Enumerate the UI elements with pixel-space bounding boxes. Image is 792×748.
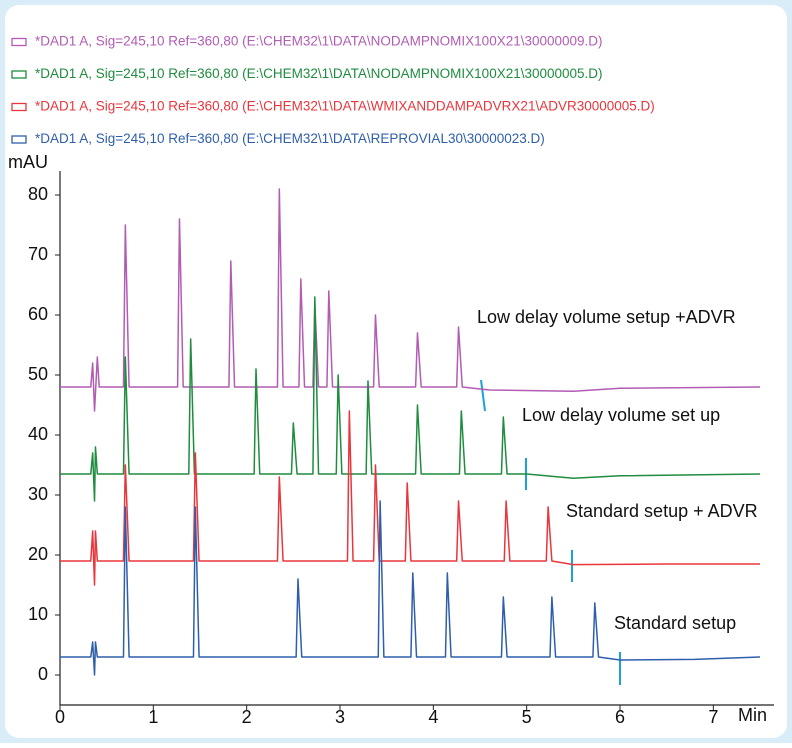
legend-label: *DAD1 A, Sig=245,10 Ref=360,80 (E:\CHEM3… [35, 34, 603, 49]
legend-swatch [11, 37, 27, 47]
annotation: Standard setup [614, 613, 736, 633]
x-tick-label: 2 [242, 707, 252, 727]
x-tick-label: 6 [615, 707, 625, 727]
y-axis-label: mAU [8, 152, 48, 172]
y-tick-label: 20 [28, 544, 48, 564]
legend-label: *DAD1 A, Sig=245,10 Ref=360,80 (E:\CHEM3… [35, 131, 545, 146]
y-tick-label: 10 [28, 604, 48, 624]
annotation: Standard setup + ADVR [566, 501, 758, 521]
end-marker [480, 379, 486, 412]
y-tick-label: 70 [28, 244, 48, 264]
legend-label: *DAD1 A, Sig=245,10 Ref=360,80 (E:\CHEM3… [35, 66, 603, 81]
panel [5, 5, 787, 738]
y-tick-label: 50 [28, 364, 48, 384]
x-tick-label: 3 [335, 707, 345, 727]
y-tick-label: 80 [28, 184, 48, 204]
x-tick-label: 1 [148, 707, 158, 727]
x-tick-label: 0 [55, 707, 65, 727]
x-axis-label: Min [738, 705, 767, 725]
x-tick-label: 7 [708, 707, 718, 727]
y-tick-label: 0 [38, 664, 48, 684]
y-tick-label: 60 [28, 304, 48, 324]
x-tick-label: 5 [522, 707, 532, 727]
legend-label: *DAD1 A, Sig=245,10 Ref=360,80 (E:\CHEM3… [35, 99, 655, 114]
x-tick-label: 4 [428, 707, 438, 727]
y-tick-label: 40 [28, 424, 48, 444]
series-line [60, 296, 761, 502]
series-line [60, 410, 760, 586]
annotation: Low delay volume setup +ADVR [477, 307, 736, 327]
annotation: Low delay volume set up [522, 405, 720, 425]
legend-swatch [11, 102, 27, 112]
legend-swatch [11, 70, 27, 79]
series-line [60, 500, 761, 676]
legend-swatch [11, 135, 27, 144]
y-tick-label: 30 [28, 484, 48, 504]
series-line [60, 188, 761, 412]
